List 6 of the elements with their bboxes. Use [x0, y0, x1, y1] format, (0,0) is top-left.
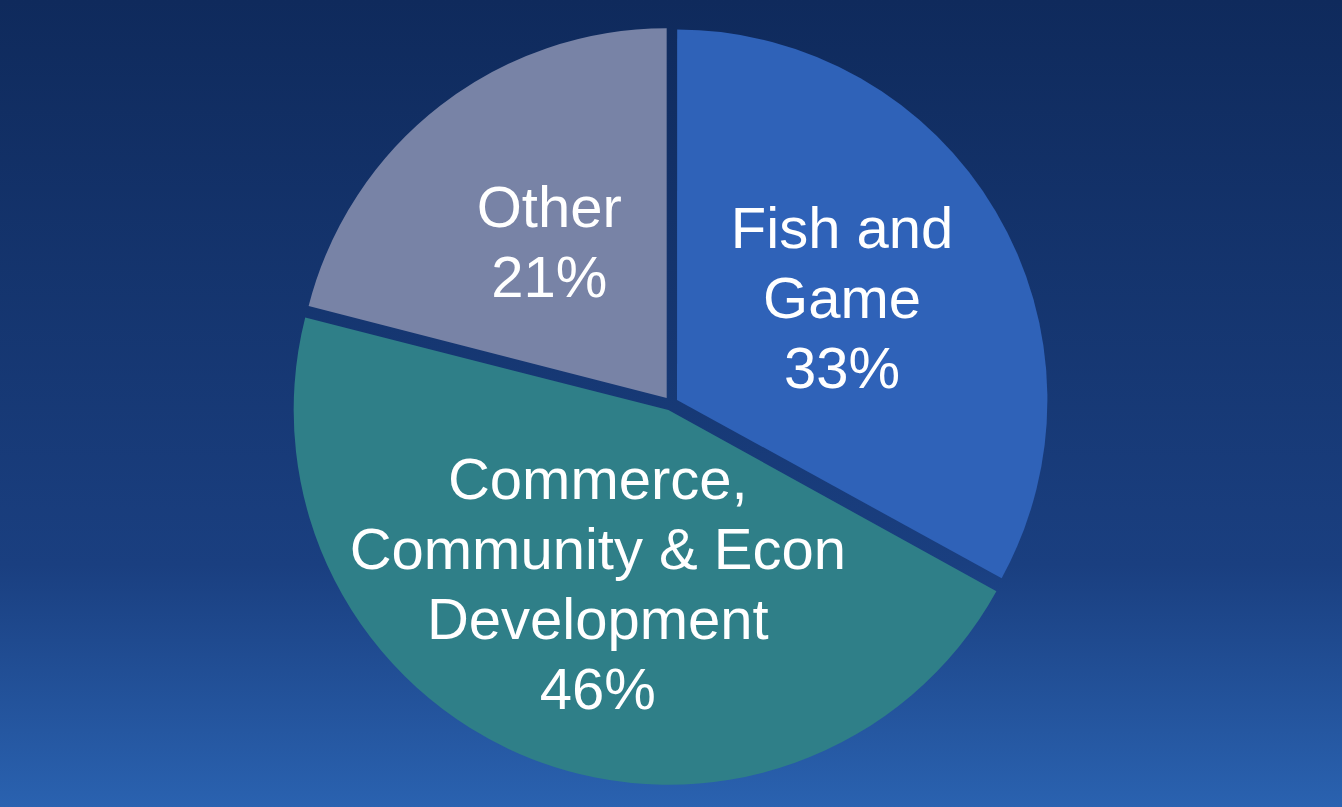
data-label: 33%: [784, 335, 901, 401]
slice-label: Other: [476, 174, 622, 240]
data-label: 21%: [491, 244, 608, 310]
data-label: 46%: [539, 656, 656, 722]
slice-label: Fish and Game: [730, 195, 954, 331]
slice-label: Commerce, Community & Econ Development: [349, 446, 847, 652]
